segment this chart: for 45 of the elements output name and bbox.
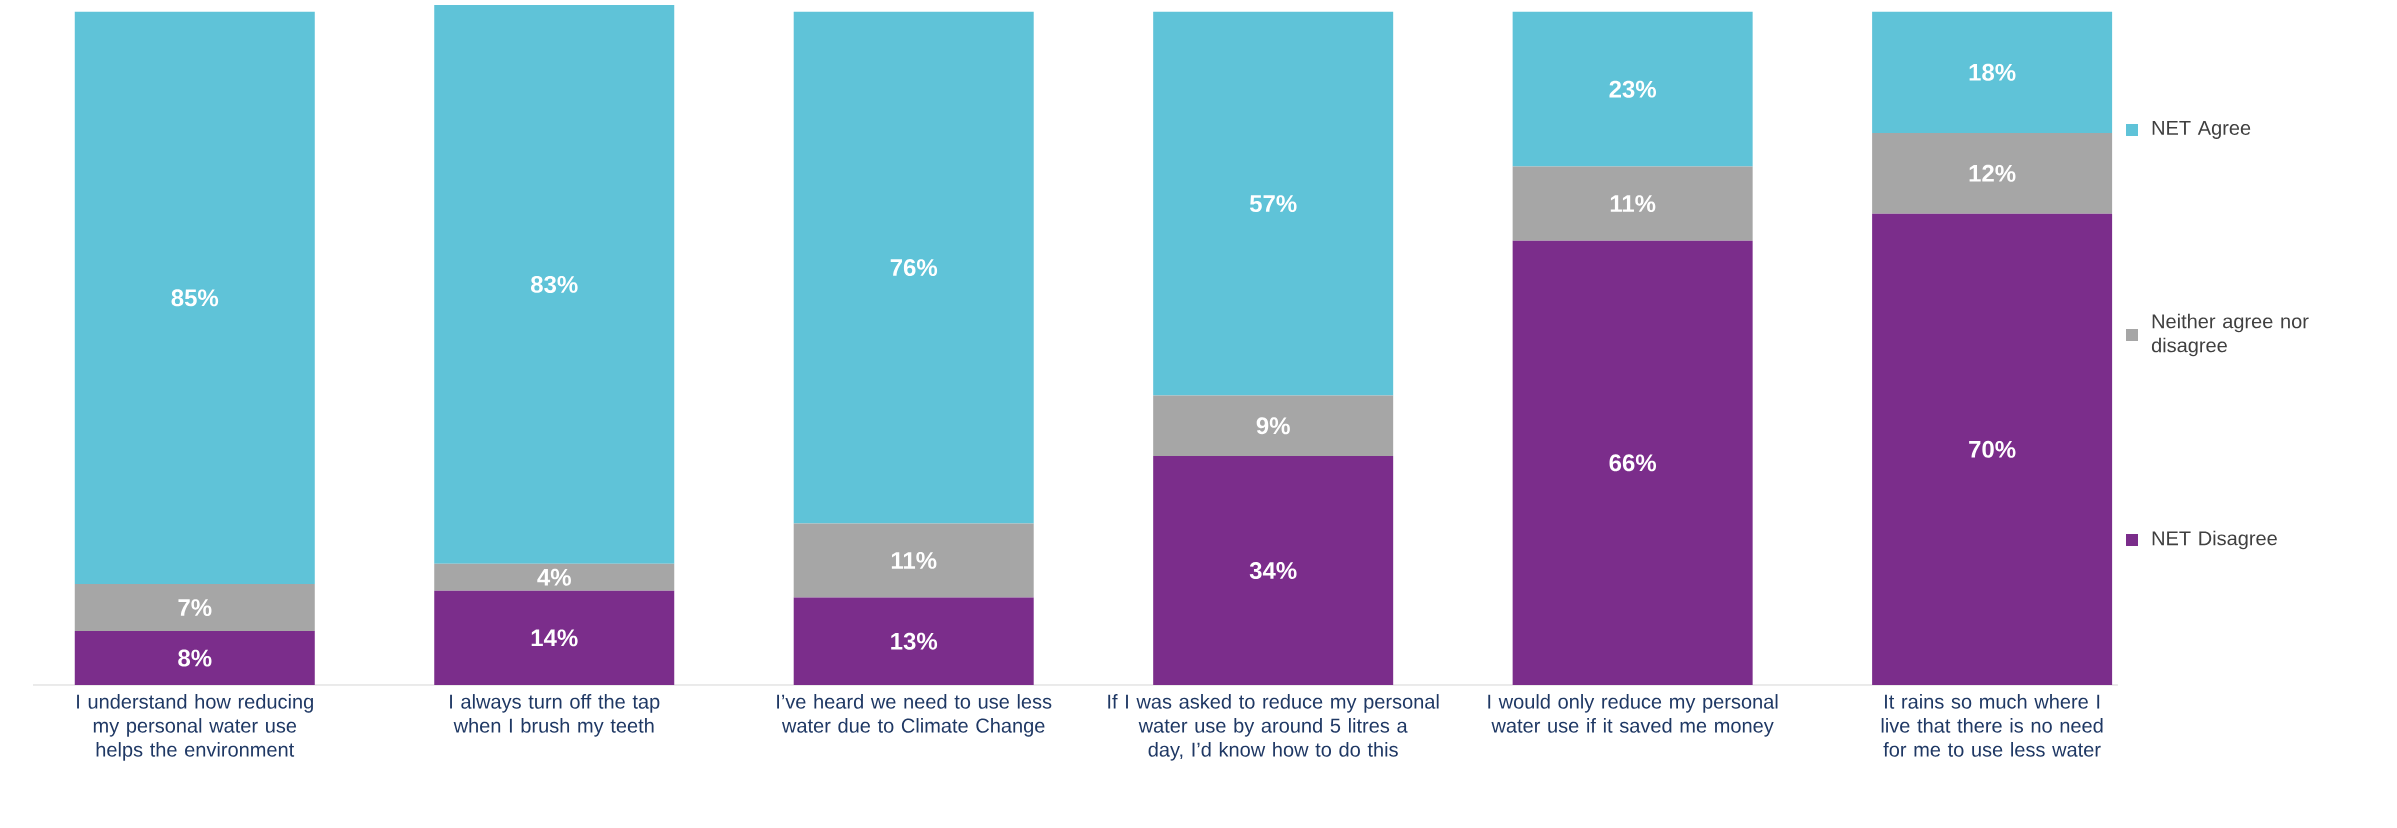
- bar: [1872, 132, 2113, 214]
- x-tick-label: I understand how reducing my personal water use helps the environment: [77, 694, 313, 761]
- data-label: 9%: [1256, 417, 1290, 435]
- legend-label: Neither agree nor disagree: [2151, 313, 2309, 357]
- bar: [1512, 240, 1753, 685]
- data-label: 11%: [1610, 195, 1656, 213]
- data-label: 34%: [1249, 562, 1297, 580]
- bar: [1512, 11, 1753, 167]
- bar: [434, 590, 675, 685]
- data-label: 14%: [531, 629, 578, 647]
- x-tick-label: It rains so much where I live that there is no need for me to use less water: [1881, 694, 2103, 757]
- data-label: 83%: [530, 275, 578, 293]
- data-label: 57%: [1249, 195, 1297, 213]
- legend-label: NET Disagree: [2152, 530, 2277, 550]
- data-label: 76%: [890, 259, 938, 277]
- bar: [1153, 11, 1394, 396]
- x-tick-label: If I was asked to reduce my personal water use by around 5 litres a day, I’d know how to do this: [1108, 694, 1439, 761]
- bar: [434, 563, 675, 591]
- data-label: 7%: [178, 599, 212, 616]
- bar: [74, 584, 315, 632]
- data-label: 4%: [537, 568, 571, 586]
- data-label: 18%: [1969, 63, 2016, 81]
- bar: [793, 11, 1034, 524]
- data-label: 11%: [891, 552, 937, 569]
- bar: [1153, 456, 1394, 685]
- bar: [793, 523, 1034, 598]
- data-label: 70%: [1969, 440, 2016, 458]
- data-label: 23%: [1609, 80, 1657, 98]
- bar: [1512, 166, 1753, 241]
- bar: [793, 597, 1034, 685]
- data-label: 12%: [1969, 164, 2016, 182]
- bar: [74, 631, 315, 685]
- x-tick-label: I would only reduce my personal water use if it saved me money: [1488, 694, 1778, 737]
- data-label: 13%: [891, 632, 938, 650]
- data-label: 8%: [178, 649, 212, 667]
- x-tick-label: I always turn off the tap when I brush my teeth: [450, 694, 660, 737]
- bar: [74, 11, 315, 584]
- bar: [1872, 213, 2113, 685]
- bar: [1872, 11, 2113, 133]
- legend-label: NET Agree: [2152, 121, 2251, 139]
- bar: [434, 4, 675, 564]
- bar: [1153, 395, 1394, 457]
- x-tick-label: I’ve heard we need to use less water due to Climate Change: [777, 694, 1052, 737]
- data-label: 66%: [1609, 454, 1657, 472]
- data-label: 85%: [171, 289, 219, 307]
